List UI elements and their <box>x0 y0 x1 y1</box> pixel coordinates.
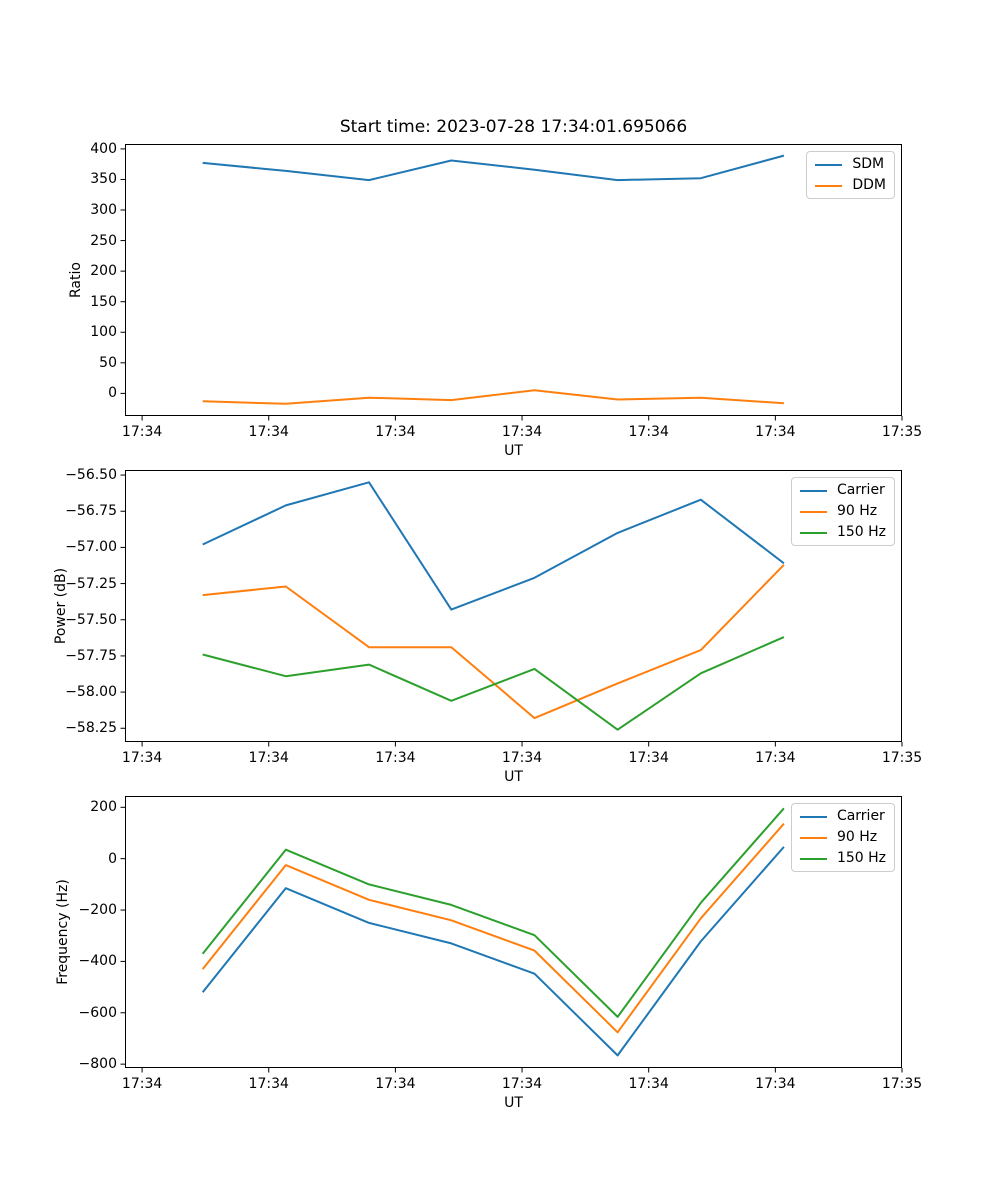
y-axis-label: Power (dB) <box>53 567 69 645</box>
legend-label: DDM <box>852 177 886 193</box>
y-tick-label: −400 <box>78 953 117 970</box>
y-axis-label: Frequency (Hz) <box>55 879 71 985</box>
y-tick-label: −57.75 <box>65 647 117 664</box>
axes-frame <box>125 144 902 416</box>
subplot-frequency: 17:34 17:34 17:34 17:34 17:34 17:34 17:35 −800 −… <box>55 796 922 1111</box>
legend-item: 90 Hz <box>799 503 886 519</box>
x-tick-label: 17:34 <box>501 1076 543 1092</box>
legend-line-sample-carrier <box>799 489 827 492</box>
legend-label: Carrier <box>836 808 885 824</box>
legend-label: 150 Hz <box>836 850 886 866</box>
plot-area <box>120 796 903 1073</box>
legend-line-sample-90-hz <box>799 510 827 513</box>
legend-line-sample-150-hz <box>799 857 827 860</box>
legend-item: 150 Hz <box>799 850 886 866</box>
y-tick-label: 0 <box>108 850 117 867</box>
y-tick-label: 200 <box>90 799 117 816</box>
legend-item: Carrier <box>799 808 886 824</box>
legend: Carrier 90 Hz 150 Hz <box>790 477 895 546</box>
x-tick-label: 17:34 <box>121 1076 163 1092</box>
x-axis-label: UT <box>504 769 523 785</box>
plot-area <box>120 144 903 421</box>
series-line-90-hz <box>202 564 785 720</box>
y-tick-label: 200 <box>90 263 117 280</box>
series-line-90-hz <box>201 823 785 1034</box>
figure-title: Start time: 2023-07-28 17:34:01.695066 <box>339 117 688 137</box>
series-line-carrier <box>201 846 785 1057</box>
x-tick-label: 17:34 <box>628 424 669 440</box>
legend-line-sample-ddm <box>815 184 843 187</box>
y-tick-label: −57.25 <box>65 575 117 592</box>
plot-area <box>120 470 903 747</box>
x-tick-label: 17:34 <box>755 424 796 440</box>
y-tick-label: −200 <box>78 902 117 919</box>
legend-label: SDM <box>852 156 885 172</box>
legend: Carrier 90 Hz 150 Hz <box>790 803 895 872</box>
y-tick-label: 100 <box>90 324 117 341</box>
subplot-ratio: 17:34 17:34 17:34 17:34 17:34 17:34 17:35 0 50 10… <box>68 141 922 459</box>
axes-frame <box>125 470 902 742</box>
legend-label: Carrier <box>836 482 885 498</box>
x-tick-label: 17:34 <box>501 750 543 766</box>
y-tick-label: −56.50 <box>65 467 117 484</box>
x-tick-label: 17:35 <box>881 750 923 766</box>
x-tick-label: 17:35 <box>881 424 923 440</box>
legend: SDM DDM <box>806 151 895 199</box>
x-tick-label: 17:34 <box>121 750 163 766</box>
y-tick-label: 50 <box>99 354 117 371</box>
y-tick-label: −56.75 <box>65 503 117 520</box>
legend-item: Carrier <box>799 482 886 498</box>
x-tick-label: 17:34 <box>628 750 669 766</box>
series-line-sdm <box>202 154 785 182</box>
x-tick-label: 17:34 <box>755 750 796 766</box>
y-tick-label: 300 <box>90 202 117 218</box>
series-line-150-hz <box>202 636 785 731</box>
x-tick-label: 17:34 <box>248 750 289 766</box>
x-tick-label: 17:34 <box>121 424 163 440</box>
legend-line-sample-sdm <box>815 163 843 166</box>
y-tick-label: −58.00 <box>65 684 117 701</box>
x-axis-label: UT <box>504 443 523 459</box>
y-tick-label: 150 <box>90 293 117 310</box>
y-tick-label: −58.25 <box>65 720 117 737</box>
legend-item: 150 Hz <box>799 524 886 540</box>
series-line-carrier <box>202 481 785 611</box>
y-axis-label: Ratio <box>68 262 84 298</box>
x-tick-label: 17:34 <box>501 424 543 440</box>
series-line-150-hz <box>201 807 785 1018</box>
legend-item: 90 Hz <box>799 829 886 845</box>
y-tick-label: 250 <box>90 232 117 249</box>
x-axis-label: UT <box>504 1095 523 1111</box>
x-tick-label: 17:34 <box>755 1076 796 1092</box>
y-tick-label: 350 <box>90 171 117 188</box>
legend-label: 90 Hz <box>836 503 878 519</box>
x-tick-label: 17:34 <box>248 1076 289 1092</box>
x-tick-label: 17:34 <box>248 424 289 440</box>
subplot-power: 17:34 17:34 17:34 17:34 17:34 17:34 17:35 −58.2… <box>53 467 922 785</box>
legend-label: 90 Hz <box>836 829 878 845</box>
y-tick-label: −600 <box>78 1004 117 1021</box>
y-tick-label: −57.00 <box>65 539 117 556</box>
x-tick-label: 17:34 <box>375 1076 416 1092</box>
y-tick-label: 400 <box>90 140 117 157</box>
x-tick-label: 17:34 <box>628 1076 669 1092</box>
legend-line-sample-90-hz <box>799 836 827 839</box>
axes-frame <box>125 796 902 1068</box>
y-tick-label: −57.50 <box>65 611 117 628</box>
legend-label: 150 Hz <box>836 524 886 540</box>
y-tick-label: −800 <box>78 1056 117 1073</box>
y-tick-label: 0 <box>108 385 117 402</box>
legend-line-sample-150-hz <box>799 531 827 534</box>
legend-line-sample-carrier <box>799 815 827 818</box>
x-tick-label: 17:34 <box>375 424 416 440</box>
x-tick-label: 17:34 <box>375 750 416 766</box>
series-line-ddm <box>202 389 784 405</box>
legend-item: SDM <box>815 157 886 172</box>
legend-item: DDM <box>815 178 886 193</box>
x-tick-label: 17:35 <box>881 1076 923 1092</box>
